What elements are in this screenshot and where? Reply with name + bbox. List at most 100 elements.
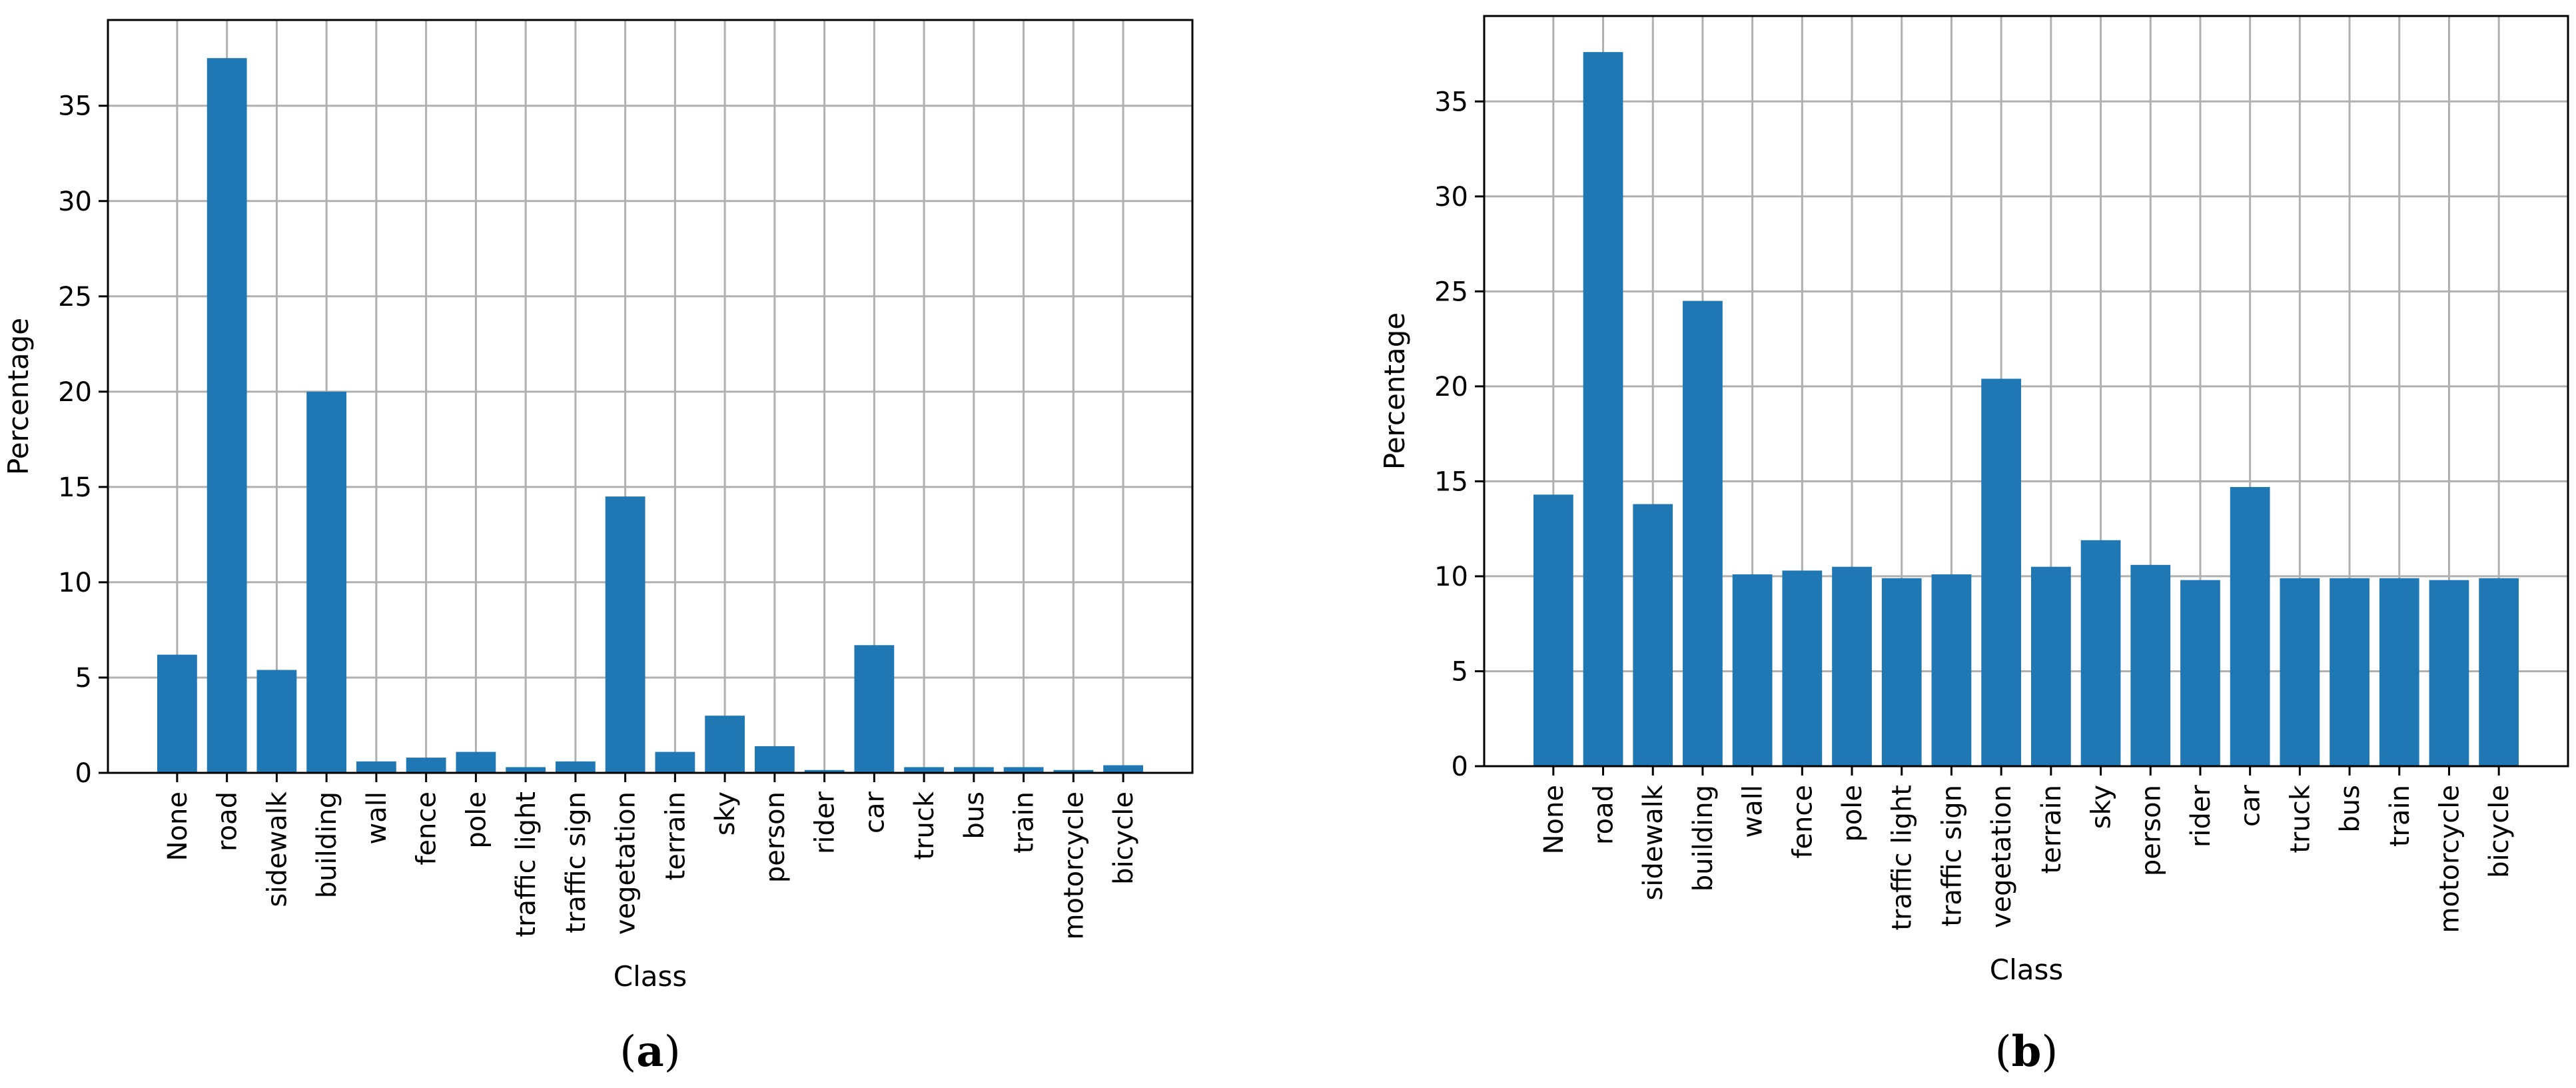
panel-label: (b) xyxy=(1995,1027,2058,1077)
x-tick-label: bicycle xyxy=(2484,785,2515,878)
x-tick-label: pole xyxy=(461,792,492,849)
panel-label: (a) xyxy=(620,1027,680,1077)
bar-pole xyxy=(1832,566,1872,766)
bar-traffic-sign xyxy=(1931,574,1972,766)
y-tick-label: 0 xyxy=(1452,752,1468,782)
bar-fence xyxy=(406,758,446,773)
bar-None xyxy=(157,654,197,773)
bar-traffic-sign xyxy=(555,761,596,773)
y-tick-label: 5 xyxy=(75,663,92,694)
x-tick-label: wall xyxy=(362,792,392,844)
x-tick-label: traffic sign xyxy=(1936,785,1967,927)
y-tick-label: 20 xyxy=(1434,372,1468,402)
x-axis: None road sidewalk building wall fence pole tra… xyxy=(1539,766,2515,933)
bar-building xyxy=(1683,300,1723,766)
x-tick-label: train xyxy=(1009,792,1040,853)
x-tick-label: traffic sign xyxy=(561,792,592,933)
bar-sky xyxy=(705,716,745,773)
bar-motorcycle xyxy=(2429,580,2469,766)
x-tick-label: traffic light xyxy=(511,792,542,937)
y-axis-label: Percentage xyxy=(1378,312,1411,470)
y-tick-label: 10 xyxy=(1434,562,1468,592)
y-axis: 0 5 10 15 20 25 30 35 xyxy=(58,91,108,789)
x-tick-label: building xyxy=(312,792,342,898)
bar-vegetation xyxy=(605,496,645,773)
bar-sidewalk xyxy=(1633,504,1673,766)
x-tick-label: train xyxy=(2385,785,2415,847)
y-tick-label: 35 xyxy=(1434,87,1468,117)
x-tick-label: road xyxy=(213,792,243,851)
x-tick-label: fence xyxy=(412,792,442,865)
bar-person xyxy=(754,746,795,773)
y-tick-label: 15 xyxy=(1434,466,1468,497)
x-tick-label: truck xyxy=(909,791,940,859)
x-axis-label: Class xyxy=(614,960,687,993)
x-tick-label: traffic light xyxy=(1887,785,1918,931)
bar-truck xyxy=(2280,578,2320,766)
bar-rider xyxy=(2180,580,2220,766)
bar-train xyxy=(2379,578,2419,766)
bar-truck xyxy=(904,767,945,773)
bar-road xyxy=(1583,52,1623,767)
bar-rider xyxy=(804,770,845,773)
chart-panel-a: 0 5 10 15 20 25 30 35 None road sidewalk building wa… xyxy=(2,19,1194,1077)
x-tick-label: sidewalk xyxy=(1638,784,1669,900)
x-tick-label: motorcycle xyxy=(1059,792,1089,940)
bar-fence xyxy=(1782,570,1823,766)
bar-road xyxy=(207,58,247,773)
panel-label-close-paren: ) xyxy=(2041,1027,2058,1077)
y-tick-label: 25 xyxy=(1434,276,1468,307)
x-tick-label: None xyxy=(163,792,193,861)
plot-frame xyxy=(107,19,1194,774)
bar-person xyxy=(2130,564,2171,766)
grid xyxy=(108,20,1192,774)
y-tick-label: 0 xyxy=(75,758,92,789)
bar-bicycle xyxy=(2479,578,2519,766)
panel-label-open-paren: ( xyxy=(1995,1027,2012,1077)
bar-bus xyxy=(2330,578,2369,766)
x-tick-label: person xyxy=(2136,785,2166,876)
bar-sidewalk xyxy=(256,670,297,773)
x-tick-label: truck xyxy=(2285,784,2316,853)
x-tick-label: bus xyxy=(959,792,990,839)
x-tick-label: terrain xyxy=(2036,785,2067,873)
x-tick-label: bus xyxy=(2335,785,2365,833)
x-tick-label: pole xyxy=(1837,785,1868,842)
bar-traffic-light xyxy=(1881,578,1922,766)
x-axis-label: Class xyxy=(1990,953,2064,986)
x-tick-label: wall xyxy=(1738,785,1769,837)
bar-car xyxy=(2230,486,2270,766)
x-tick-label: sky xyxy=(710,792,741,835)
bar-train xyxy=(1003,767,1044,773)
y-tick-label: 5 xyxy=(1452,656,1468,687)
x-tick-label: sidewalk xyxy=(262,791,292,907)
bars xyxy=(1533,52,2519,767)
bar-None xyxy=(1533,494,1573,766)
bars xyxy=(157,58,1143,773)
y-tick-label: 35 xyxy=(58,91,92,122)
bar-terrain xyxy=(2030,566,2071,766)
x-tick-label: terrain xyxy=(660,792,691,880)
bar-bicycle xyxy=(1103,765,1143,773)
chart-panel-b: 0 5 10 15 20 25 30 35 None road sidewalk building wa… xyxy=(1378,15,2569,1077)
y-tick-label: 20 xyxy=(58,377,92,408)
x-tick-label: building xyxy=(1688,785,1719,891)
bar-car xyxy=(854,645,895,773)
y-tick-label: 10 xyxy=(58,568,92,598)
bar-sky xyxy=(2080,540,2121,766)
x-tick-label: fence xyxy=(1787,785,1818,859)
x-axis: None road sidewalk building wall fence pole tra… xyxy=(163,773,1139,940)
bar-terrain xyxy=(655,752,695,773)
bar-vegetation xyxy=(1981,378,2022,766)
x-tick-label: vegetation xyxy=(1986,785,2017,928)
x-tick-label: car xyxy=(2236,784,2266,827)
plot-frame xyxy=(1483,15,2569,768)
x-tick-label: None xyxy=(1539,785,1569,854)
x-tick-label: person xyxy=(760,792,791,883)
bar-building xyxy=(306,391,347,773)
y-tick-label: 25 xyxy=(58,282,92,312)
bar-wall xyxy=(356,761,396,773)
y-tick-label: 30 xyxy=(1434,182,1468,213)
x-tick-label: vegetation xyxy=(611,792,642,935)
